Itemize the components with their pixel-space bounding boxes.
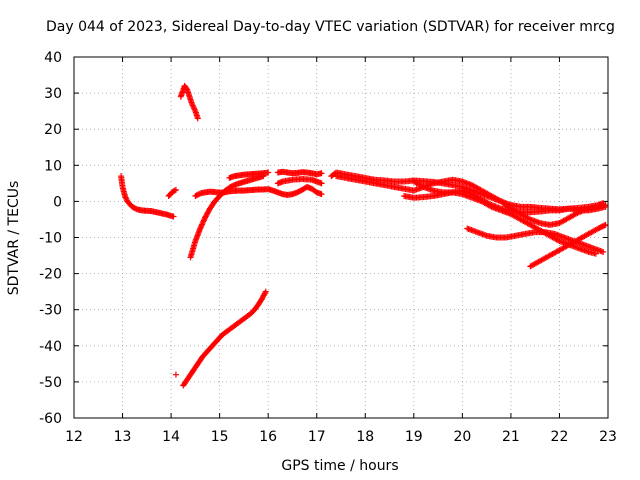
grid-lines [74, 57, 608, 418]
x-tick-label: 12 [65, 429, 83, 445]
series-track-b [165, 186, 179, 199]
series-track-k [328, 169, 607, 213]
data-point [555, 237, 562, 244]
series-track-a [118, 173, 177, 220]
data-point [200, 217, 207, 224]
data-point [198, 222, 205, 229]
x-tick-label: 22 [551, 429, 569, 445]
x-axis-label: GPS time / hours [281, 458, 398, 474]
x-tick-label: 19 [405, 429, 423, 445]
data-point [593, 226, 600, 233]
data-point [121, 192, 128, 199]
series-track-g [180, 288, 269, 389]
data-point [487, 203, 494, 210]
data-point [172, 186, 179, 193]
data-point [123, 195, 130, 202]
y-tick-label: 40 [44, 50, 62, 66]
data-point [170, 213, 177, 220]
series-track-p [527, 221, 609, 270]
chart-title: Day 044 of 2023, Sidereal Day-to-day VTE… [46, 19, 615, 35]
data-point [122, 194, 129, 201]
x-tick-label: 20 [453, 429, 471, 445]
y-tick-label: -20 [39, 267, 62, 283]
data-point [171, 187, 178, 194]
y-tick-label: 0 [53, 194, 62, 210]
y-tick-label: -10 [39, 231, 62, 247]
x-tick-label: 13 [114, 429, 132, 445]
y-tick-label: -50 [39, 375, 62, 391]
series-track-d [187, 173, 267, 261]
x-tick-label: 23 [599, 429, 617, 445]
data-point [197, 225, 204, 232]
axis-ticks: 12 13 14 15 16 17 18 19 20 21 22 23 40 30 20 10 0 -10 -20 -… [39, 50, 617, 445]
data-point [318, 180, 325, 187]
data-point [197, 224, 204, 231]
data-point [200, 218, 207, 225]
x-tick-label: 16 [259, 429, 277, 445]
data-point [262, 289, 269, 296]
series-track-i [274, 168, 325, 178]
y-tick-label: -60 [39, 411, 62, 427]
data-point [172, 371, 179, 378]
y-axis-label: SDTVAR / TECUs [6, 181, 22, 296]
data-point [600, 248, 607, 255]
series-track-j [274, 176, 325, 187]
series-track-l [333, 173, 609, 228]
series-track-f [226, 169, 272, 181]
data-point [194, 115, 201, 122]
y-tick-label: 30 [44, 86, 62, 102]
plot-frame [73, 56, 609, 419]
y-tick-label: -40 [39, 339, 62, 355]
data-point [318, 170, 325, 177]
y-tick-label: 20 [44, 122, 62, 138]
data-point [419, 183, 426, 190]
data-point [525, 215, 532, 222]
data-point [199, 221, 206, 228]
data-point [318, 191, 325, 198]
data-point [601, 222, 608, 229]
x-tick-label: 21 [502, 429, 520, 445]
series-track-n [410, 178, 599, 257]
data-point [199, 220, 206, 227]
series-track-c [177, 82, 201, 122]
y-tick-label: 10 [44, 158, 62, 174]
series-track-e [192, 183, 325, 199]
data-point [262, 288, 269, 295]
data-point [201, 215, 208, 222]
data-point [265, 169, 272, 176]
series-track-o [464, 225, 607, 255]
x-tick-label: 15 [211, 429, 229, 445]
x-tick-label: 18 [356, 429, 374, 445]
series-track-h [172, 371, 179, 378]
x-tick-label: 17 [308, 429, 326, 445]
y-tick-label: -30 [39, 303, 62, 319]
data-point [183, 85, 190, 92]
x-tick-label: 14 [162, 429, 180, 445]
data-points [118, 82, 609, 389]
